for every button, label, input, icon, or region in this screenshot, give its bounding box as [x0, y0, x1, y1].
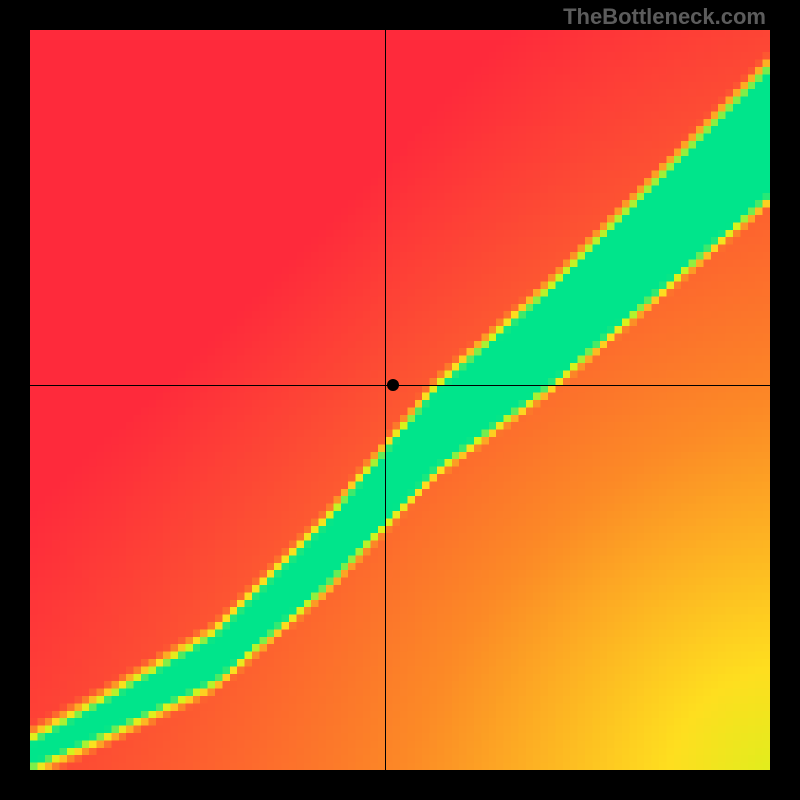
data-point	[387, 379, 399, 391]
chart-container: TheBottleneck.com	[0, 0, 800, 800]
crosshair-horizontal	[30, 385, 770, 386]
crosshair-vertical	[385, 30, 386, 770]
watermark-text: TheBottleneck.com	[563, 4, 766, 30]
heatmap-canvas	[30, 30, 770, 770]
